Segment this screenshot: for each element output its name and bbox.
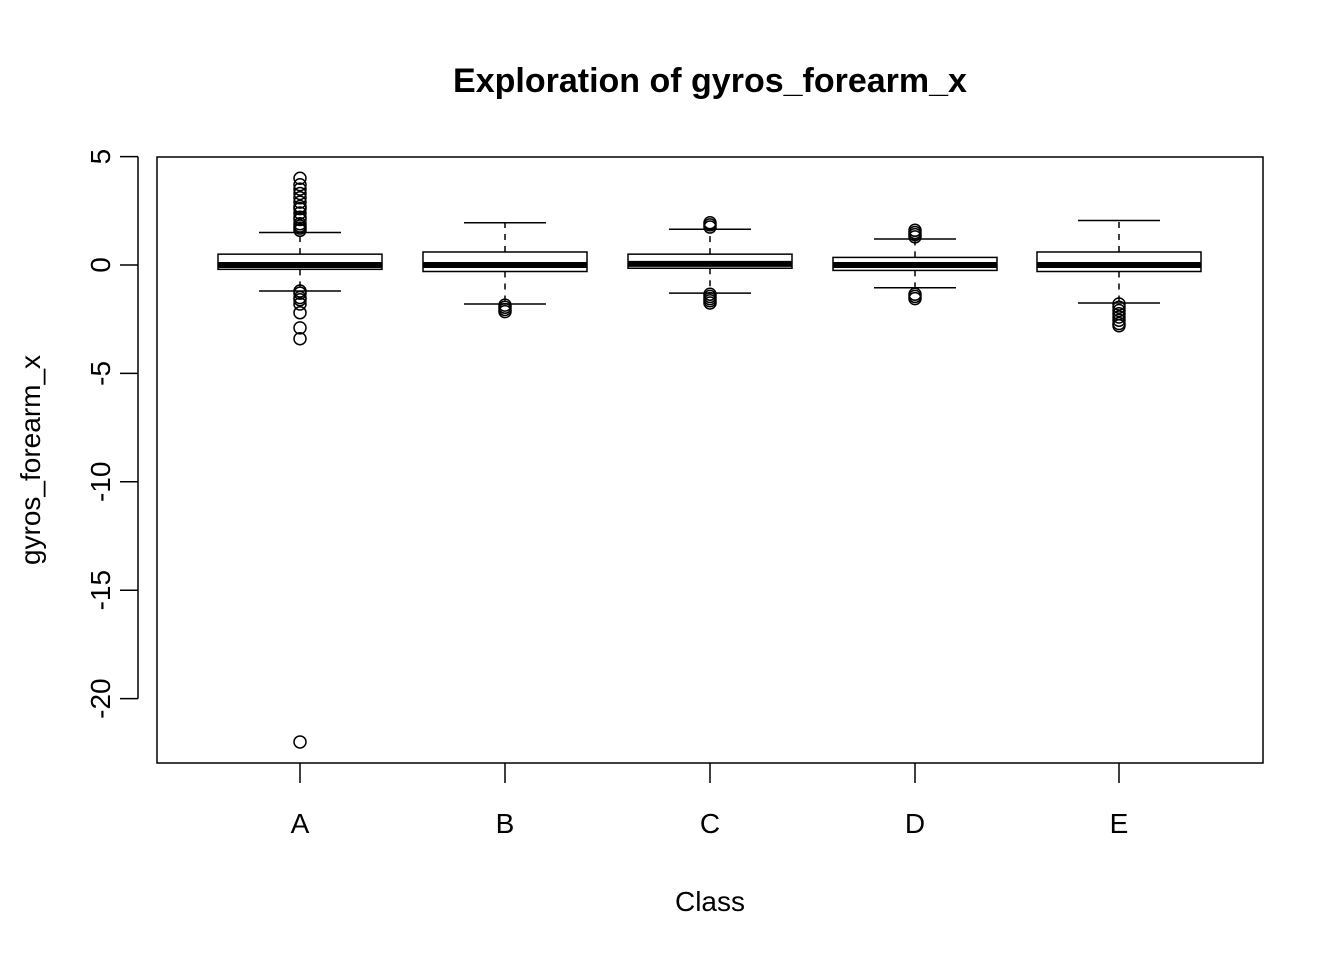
outlier-point [908, 291, 922, 306]
outlier-point [1112, 300, 1126, 315]
y-tick-label: -15 [85, 570, 116, 610]
outlier-point [293, 212, 307, 227]
y-tick-label: -10 [85, 462, 116, 502]
y-axis-label: gyros_forearm_x [15, 355, 46, 565]
x-tick-label: B [496, 808, 515, 839]
outlier-point [293, 286, 307, 300]
outlier-point [293, 297, 307, 311]
x-tick-label: A [291, 808, 310, 839]
outlier-point [293, 331, 307, 346]
y-tick-label: 0 [85, 257, 116, 273]
box-B [422, 251, 588, 273]
outlier-point [293, 305, 307, 320]
outlier-point [1112, 318, 1126, 333]
outlier-point [293, 191, 307, 205]
x-tick-label: D [905, 808, 925, 839]
outlier-point [908, 223, 922, 238]
outlier-point [293, 321, 307, 335]
outlier-point [293, 186, 307, 201]
chart-title: Exploration of gyros_forearm_x [453, 62, 967, 100]
outlier-point [1112, 310, 1126, 324]
outlier-point [293, 292, 307, 307]
y-tick-label: 5 [85, 149, 116, 165]
outlier-point [293, 178, 307, 192]
outlier-point [1112, 297, 1126, 311]
outlier-point [293, 171, 307, 186]
outlier-point [293, 201, 307, 216]
x-axis-label: Class [675, 886, 745, 917]
outlier-point [703, 296, 717, 310]
outlier-point [293, 735, 307, 749]
outlier-point [1112, 313, 1126, 328]
outlier-point [703, 215, 717, 230]
outlier-point [293, 182, 307, 196]
outlier-point [293, 206, 307, 220]
y-tick-label: -5 [85, 361, 116, 386]
outlier-point [293, 195, 307, 209]
y-tick-label: -20 [85, 678, 116, 718]
plot-area: 5 0 -5 -10 -15 -20 A B C D E [85, 149, 1264, 839]
outlier-point [1112, 303, 1126, 318]
x-tick-label: C [700, 808, 720, 839]
plot-frame [156, 156, 1264, 764]
box-E [1036, 251, 1202, 273]
outlier-point [498, 304, 512, 319]
x-tick-label: E [1110, 808, 1129, 839]
outlier-point [293, 223, 307, 238]
